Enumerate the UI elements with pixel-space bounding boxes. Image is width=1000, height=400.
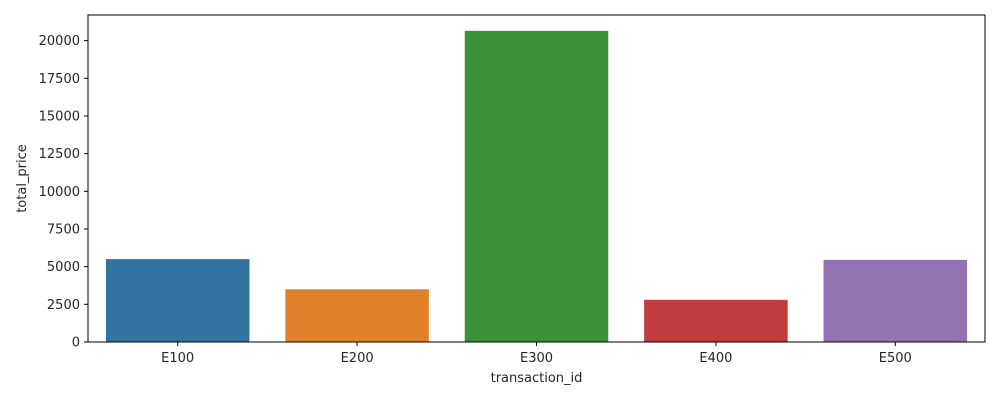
x-tick-label: E500	[879, 351, 912, 366]
bar-e500	[823, 259, 968, 342]
bars-group	[105, 30, 968, 343]
y-tick-label: 0	[72, 336, 80, 351]
x-tick-label: E400	[699, 351, 732, 366]
x-axis-label: transaction_id	[491, 371, 583, 386]
x-tick-label: E200	[341, 351, 374, 366]
x-tick-label: E300	[520, 351, 553, 366]
y-axis-ticks: 0 2500 5000 7500 10000 12500 15000 17500 20000	[39, 34, 88, 351]
bar-e200	[285, 289, 429, 342]
x-axis-ticks: E100 E200 E300 E400 E500	[161, 342, 912, 366]
bar-e400	[644, 299, 788, 342]
bar-e300	[464, 30, 609, 343]
y-tick-label: 15000	[39, 109, 80, 124]
y-tick-label: 10000	[39, 185, 80, 200]
plot-frame	[87, 14, 986, 343]
y-axis-label: total_price	[15, 144, 30, 213]
y-tick-label: 12500	[39, 147, 80, 162]
y-tick-label: 7500	[47, 222, 80, 237]
bar-e100	[105, 259, 250, 342]
y-tick-label: 5000	[47, 260, 80, 275]
y-tick-label: 2500	[47, 298, 80, 313]
y-tick-label: 17500	[39, 72, 80, 87]
y-tick-label: 20000	[39, 34, 80, 49]
x-tick-label: E100	[161, 351, 194, 366]
